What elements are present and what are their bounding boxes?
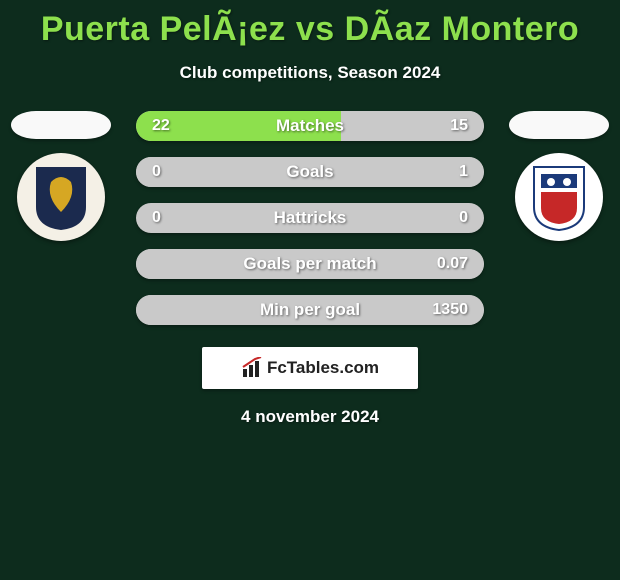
right-club-badge <box>515 153 603 241</box>
widget-container: Puerta PelÃ¡ez vs DÃ­az Montero Club com… <box>0 0 620 427</box>
stat-bar-mpg: Min per goal 1350 <box>136 295 484 325</box>
left-club-badge <box>17 153 105 241</box>
stat-bar-gpm: Goals per match 0.07 <box>136 249 484 279</box>
main-row: 22 Matches 15 0 Goals 1 0 Ha <box>0 111 620 325</box>
stat-name: Hattricks <box>274 208 347 228</box>
stats-column: 22 Matches 15 0 Goals 1 0 Ha <box>136 111 484 325</box>
stat-bar-matches: 22 Matches 15 <box>136 111 484 141</box>
stat-right-value: 0 <box>459 209 468 227</box>
chart-icon <box>241 357 263 379</box>
left-country-flag <box>11 111 111 139</box>
left-side-column <box>6 111 116 241</box>
date-line: 4 november 2024 <box>0 407 620 427</box>
page-subtitle: Club competitions, Season 2024 <box>0 63 620 83</box>
right-country-flag <box>509 111 609 139</box>
stat-left-value: 0 <box>152 163 161 181</box>
right-side-column <box>504 111 614 241</box>
stat-right-value: 1 <box>459 163 468 181</box>
stat-right-value: 15 <box>450 117 468 135</box>
stat-left-value: 22 <box>152 117 170 135</box>
stat-label-row: 0 Hattricks 0 <box>136 203 484 233</box>
stat-name: Goals <box>286 162 333 182</box>
stat-label-row: Goals per match 0.07 <box>136 249 484 279</box>
stat-right-value: 0.07 <box>437 255 468 273</box>
page-title: Puerta PelÃ¡ez vs DÃ­az Montero <box>0 10 620 49</box>
stat-label-row: 0 Goals 1 <box>136 157 484 187</box>
stat-name: Goals per match <box>243 254 376 274</box>
stat-label-row: 22 Matches 15 <box>136 111 484 141</box>
logo-text: FcTables.com <box>267 358 379 378</box>
stat-name: Matches <box>276 116 344 136</box>
stat-label-row: Min per goal 1350 <box>136 295 484 325</box>
stat-name: Min per goal <box>260 300 360 320</box>
stat-right-value: 1350 <box>432 301 468 319</box>
source-logo[interactable]: FcTables.com <box>202 347 418 389</box>
stat-bar-goals: 0 Goals 1 <box>136 157 484 187</box>
stat-left-value: 0 <box>152 209 161 227</box>
left-crest-icon <box>31 162 91 232</box>
right-crest-icon <box>529 162 589 232</box>
stat-bar-hattricks: 0 Hattricks 0 <box>136 203 484 233</box>
